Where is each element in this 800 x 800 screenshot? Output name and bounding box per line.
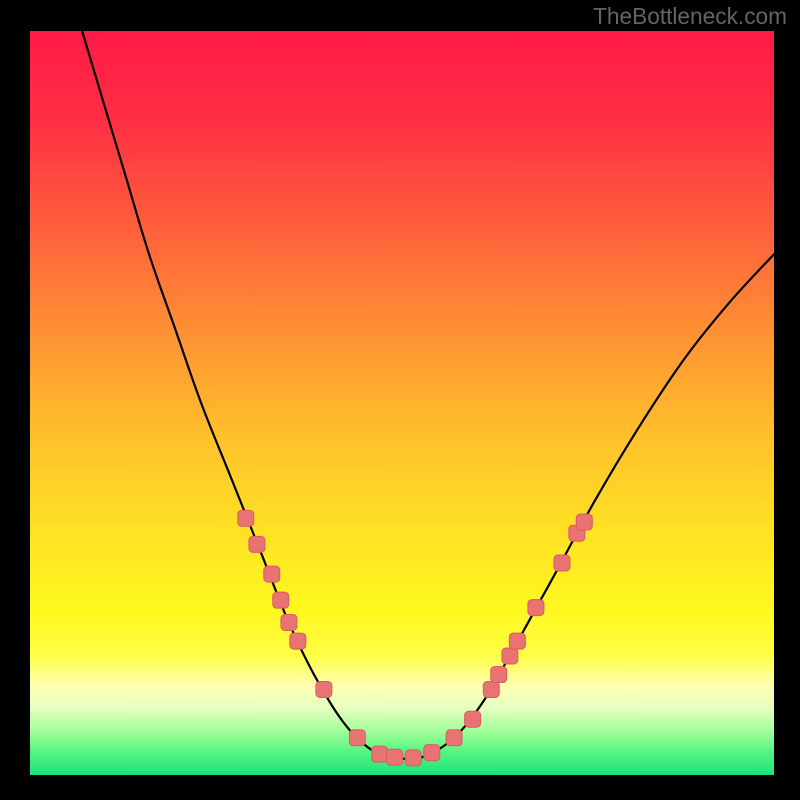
plot-area [30,31,774,775]
watermark-text: TheBottleneck.com [593,3,787,30]
data-marker [264,566,280,582]
data-marker [372,746,388,762]
data-marker [405,750,421,766]
chart-stage: TheBottleneck.com [0,0,800,800]
data-marker [465,711,481,727]
data-marker [491,667,507,683]
data-marker [238,510,254,526]
data-marker [554,555,570,571]
curve-layer [30,31,774,775]
data-marker [502,648,518,664]
data-marker [509,633,525,649]
data-marker [273,592,289,608]
bottleneck-curve [82,31,774,759]
data-marker [290,633,306,649]
data-marker [424,745,440,761]
data-marker [249,536,265,552]
data-marker [349,730,365,746]
data-marker [483,681,499,697]
data-marker [446,730,462,746]
data-marker [576,514,592,530]
data-marker [528,600,544,616]
data-marker [316,681,332,697]
data-marker [387,749,403,765]
data-marker [281,614,297,630]
